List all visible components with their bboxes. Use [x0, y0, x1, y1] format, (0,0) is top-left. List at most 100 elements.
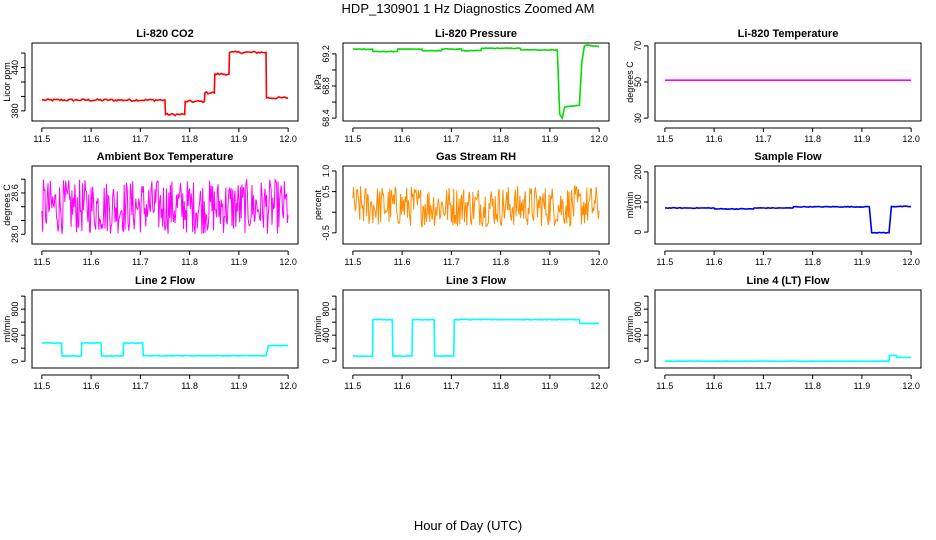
y-tick-label: 800 [321, 302, 331, 317]
series-line [664, 354, 912, 363]
x-tick-label: 11.7 [132, 381, 149, 391]
x-tick-label: 11.7 [755, 381, 772, 391]
y-tick-label: 1.0 [321, 165, 331, 178]
x-tick-label: 12.0 [279, 381, 297, 391]
plot-frame [31, 165, 299, 245]
x-tick-label: 11.6 [83, 381, 100, 391]
y-tick-label: 400 [10, 328, 20, 343]
x-tick-label: 11.8 [804, 134, 821, 144]
chart-title: Line 2 Flow [135, 275, 195, 287]
x-tick-label: 11.9 [230, 257, 247, 267]
y-tick-label: 0 [321, 359, 331, 364]
chart-panel: Sample Flow ml/min 11.5 11.6 11.7 11.8 11.9 12.… [625, 151, 922, 267]
x-tick-label: 11.9 [853, 134, 870, 144]
x-tick-label: 11.5 [656, 257, 673, 267]
x-tick-label: 11.7 [443, 257, 460, 267]
y-tick-label: 800 [10, 302, 20, 317]
x-tick-label: 12.0 [590, 134, 608, 144]
x-tick-label: 12.0 [279, 134, 297, 144]
y-tick-label: 28.0 [10, 225, 20, 243]
plot-frame [31, 289, 299, 369]
x-tick-label: 11.5 [344, 134, 361, 144]
x-tick-label: 11.9 [853, 381, 870, 391]
x-tick-label: 11.8 [804, 381, 821, 391]
y-tick-label: 800 [633, 302, 643, 317]
chart-title: Ambient Box Temperature [97, 151, 234, 163]
y-tick-label: 380 [10, 103, 20, 118]
y-tick-label: 400 [633, 328, 643, 343]
chart-panel: Gas Stream RH percent 11.5 11.6 11.7 11.8 11.9… [313, 151, 610, 267]
series-line [41, 50, 289, 117]
chart-title: Li-820 Temperature [738, 28, 839, 40]
x-tick-label: 12.0 [590, 257, 608, 267]
chart-title: Gas Stream RH [436, 151, 516, 163]
x-tick-label: 12.0 [902, 134, 920, 144]
x-tick-label: 11.5 [33, 257, 50, 267]
y-tick-label: 28.6 [10, 184, 20, 202]
chart-panel: Line 3 Flow ml/min 11.5 11.6 11.7 11.8 11.9 12.… [313, 275, 610, 391]
y-tick-label: 0 [10, 359, 20, 364]
y-tick-label: 68.4 [321, 109, 331, 127]
chart-title: Line 3 Flow [446, 275, 506, 287]
x-tick-label: 11.6 [394, 381, 411, 391]
chart-panel: Line 2 Flow ml/min 11.5 11.6 11.7 11.8 11.9 12.… [2, 275, 299, 391]
x-tick-label: 11.6 [706, 257, 723, 267]
x-tick-label: 11.8 [492, 257, 509, 267]
y-axis-label: kPa [313, 74, 323, 90]
y-tick-label: 440 [10, 60, 20, 75]
y-tick-label: 100 [633, 194, 643, 209]
x-tick-label: 11.5 [33, 381, 50, 391]
x-tick-label: 11.9 [541, 257, 558, 267]
x-tick-label: 11.7 [443, 381, 460, 391]
y-tick-label: 68.8 [321, 77, 331, 95]
y-tick-label: 0 [633, 359, 643, 364]
x-tick-label: 11.8 [181, 257, 198, 267]
x-tick-label: 11.8 [492, 134, 509, 144]
chart-title: Sample Flow [754, 151, 822, 163]
x-tick-label: 11.6 [83, 134, 100, 144]
x-tick-label: 11.8 [804, 257, 821, 267]
series-line [41, 177, 289, 235]
y-axis-label: ml/min [313, 316, 323, 343]
x-tick-label: 11.7 [755, 134, 772, 144]
x-tick-label: 12.0 [590, 381, 608, 391]
y-tick-label: -0.5 [321, 225, 331, 241]
plot-frame [342, 289, 610, 369]
x-tick-label: 11.7 [132, 134, 149, 144]
x-tick-label: 12.0 [902, 381, 920, 391]
x-tick-label: 11.7 [755, 257, 772, 267]
x-tick-label: 11.6 [83, 257, 100, 267]
plot-frame [654, 42, 922, 122]
x-tick-label: 11.9 [230, 134, 247, 144]
series-line [664, 205, 912, 234]
x-tick-label: 11.8 [181, 381, 198, 391]
plot-frame [342, 165, 610, 245]
x-tick-label: 11.9 [853, 257, 870, 267]
y-tick-label: 50 [633, 77, 643, 87]
y-axis-label: ml/min [2, 316, 12, 343]
y-axis-label: Licor ppm [2, 62, 12, 102]
chart-panel: Line 4 (LT) Flow ml/min 11.5 11.6 11.7 11.8 11… [625, 275, 922, 391]
series-line [352, 318, 600, 358]
x-tick-label: 11.5 [344, 257, 361, 267]
y-tick-label: 69.2 [321, 45, 331, 63]
chart-title: Line 4 (LT) Flow [747, 275, 830, 287]
x-tick-label: 11.5 [656, 134, 673, 144]
y-axis-label: degrees C [2, 184, 12, 226]
x-tick-label: 11.8 [492, 381, 509, 391]
x-tick-label: 11.6 [706, 134, 723, 144]
plot-frame [654, 165, 922, 245]
y-tick-label: 0 [633, 230, 643, 235]
x-tick-label: 11.6 [394, 134, 411, 144]
y-axis-label: percent [313, 189, 323, 220]
y-axis-label: degrees C [625, 61, 635, 103]
series-line [41, 341, 289, 358]
y-tick-label: 70 [633, 41, 643, 51]
y-axis-label: ml/min [625, 192, 635, 219]
x-tick-label: 11.6 [706, 381, 723, 391]
x-tick-label: 11.7 [132, 257, 149, 267]
x-tick-label: 11.9 [230, 381, 247, 391]
x-tick-label: 11.6 [394, 257, 411, 267]
x-tick-label: 12.0 [279, 257, 297, 267]
y-tick-label: 200 [633, 164, 643, 179]
